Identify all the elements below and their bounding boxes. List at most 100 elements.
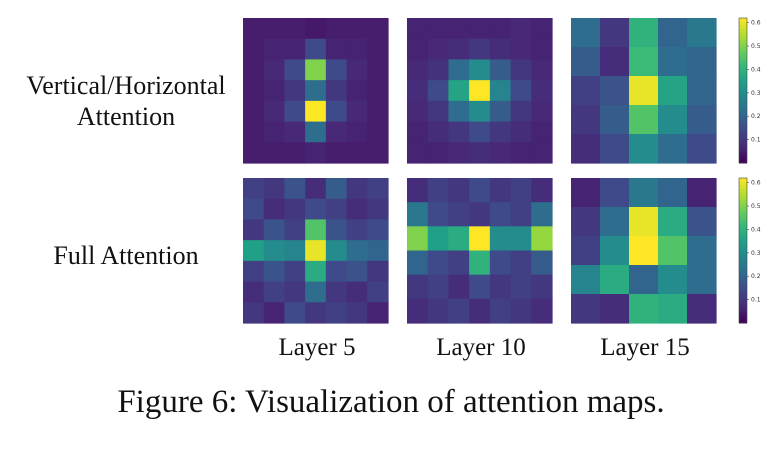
- heatmap-cell: [687, 265, 717, 295]
- heatmap-cell: [510, 121, 532, 143]
- heatmap-cell: [469, 18, 491, 40]
- colorbar-segment: [739, 214, 747, 219]
- heatmap-cell: [469, 274, 491, 300]
- heatmap-cell: [448, 142, 470, 164]
- heatmap-cell: [346, 142, 368, 164]
- heatmap-cell: [305, 260, 327, 283]
- colorbar-segment: [739, 196, 747, 201]
- colorbar-segment: [739, 36, 747, 41]
- heatmap-cell: [658, 236, 688, 266]
- heatmap-cell: [489, 80, 512, 102]
- colorbar-segment: [739, 312, 747, 317]
- heatmap-cell: [427, 250, 450, 276]
- colorbar-segment: [739, 43, 747, 48]
- row-label-line-2: Attention: [76, 102, 176, 131]
- heatmap-cell: [243, 260, 265, 283]
- heatmap-cell: [284, 198, 306, 221]
- colorbar-segment: [739, 254, 747, 259]
- heatmap-cell: [469, 100, 491, 123]
- colorbar-segment: [739, 144, 747, 150]
- heatmap-cell: [469, 38, 491, 61]
- heatmap-cell: [367, 281, 389, 303]
- heatmap-cell: [407, 80, 429, 102]
- heatmap-cell: [284, 240, 306, 262]
- colorbar-segment: [739, 119, 747, 124]
- heatmap-cell: [243, 121, 265, 143]
- heatmap-cell: [407, 202, 429, 227]
- heatmap-cell: [284, 121, 306, 143]
- heatmap-cell: [448, 59, 470, 81]
- colorbar-segment: [739, 228, 747, 233]
- colorbar-segment: [739, 86, 747, 92]
- heatmap-cell: [243, 219, 265, 241]
- heatmap-cell: [284, 219, 306, 241]
- heatmap-cell: [448, 202, 470, 227]
- heatmap-cell: [489, 100, 512, 123]
- heatmap-cell: [600, 294, 630, 324]
- colorbar-segment: [739, 79, 747, 84]
- colorbar-segment: [739, 108, 747, 113]
- heatmap-cell: [531, 121, 553, 143]
- heatmap-cell: [489, 121, 512, 143]
- heatmap-cell: [427, 80, 450, 102]
- heatmap-cell: [407, 142, 429, 164]
- heatmap-cell: [305, 178, 327, 200]
- colorbar-segment: [739, 225, 747, 230]
- heatmap-cell: [407, 121, 429, 143]
- heatmap-cell: [284, 100, 306, 123]
- heatmap-cell: [367, 80, 389, 102]
- colorbar-segment: [739, 290, 747, 295]
- colorbar-segment: [739, 315, 747, 320]
- heatmap-cell: [305, 100, 327, 123]
- heatmap-cell: [600, 76, 630, 106]
- colorbar-segment: [739, 47, 747, 52]
- heatmap-cell: [687, 134, 717, 164]
- heatmap-cell: [243, 18, 265, 40]
- heatmap-cell: [325, 240, 348, 262]
- heatmap-cell: [448, 18, 470, 40]
- heatmap-cell: [325, 142, 348, 164]
- heatmap-cell: [600, 134, 630, 164]
- colorbar-segment: [739, 265, 747, 270]
- heatmap-cell: [531, 59, 553, 81]
- heatmap-cell: [263, 100, 286, 123]
- row-label-line-1: Vertical/Horizontal: [26, 71, 226, 100]
- colorbar-tick-label: 0.3: [751, 250, 761, 257]
- heatmap-cell: [325, 178, 348, 200]
- heatmap-cell: [305, 219, 327, 241]
- heatmap-cell: [510, 298, 532, 324]
- colorbar-segment: [739, 199, 747, 204]
- heatmap-cell: [427, 274, 450, 300]
- heatmap-cell: [629, 236, 659, 266]
- heatmap-cell: [427, 100, 450, 123]
- heatmap-cell: [600, 105, 630, 135]
- heatmap-cell: [263, 260, 286, 283]
- colorbar-tick-label: 0.2: [751, 273, 761, 280]
- colorbar-segment: [739, 246, 747, 252]
- colorbar-segment: [739, 39, 747, 44]
- colorbar-segment: [739, 304, 747, 310]
- heatmap-cell: [629, 105, 659, 135]
- colorbar-segment: [739, 294, 747, 299]
- heatmap-cell: [263, 198, 286, 221]
- row-label-line-1: Full Attention: [53, 241, 199, 270]
- heatmap-cell: [325, 18, 348, 40]
- heatmap-cell: [305, 240, 327, 262]
- heatmap-cell: [407, 18, 429, 40]
- colorbar-segment: [739, 236, 747, 241]
- heatmap-cell: [658, 76, 688, 106]
- colorbar-segment: [739, 268, 747, 273]
- colorbar-segment: [739, 203, 747, 208]
- colorbar-segment: [739, 97, 747, 102]
- heatmap-cell: [531, 274, 553, 300]
- heatmap-cell: [571, 236, 601, 266]
- heatmap-cell: [600, 236, 630, 266]
- colorbar-segment: [739, 308, 747, 313]
- heatmap-cell: [284, 18, 306, 40]
- heatmap-cell: [407, 226, 429, 252]
- heatmap-cell: [325, 121, 348, 143]
- heatmap-cell: [510, 59, 532, 81]
- heatmap-cell: [284, 59, 306, 81]
- heatmap-cell: [284, 142, 306, 164]
